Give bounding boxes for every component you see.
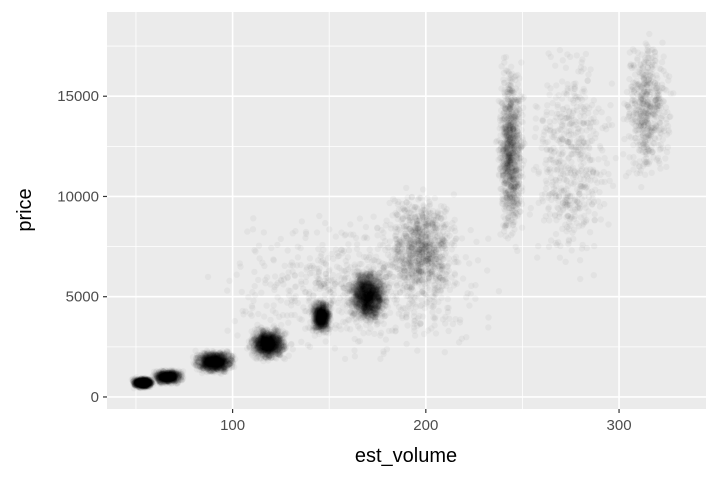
data-point bbox=[275, 342, 281, 348]
data-point bbox=[195, 354, 201, 360]
data-point bbox=[134, 380, 140, 386]
data-point bbox=[264, 326, 270, 332]
data-point bbox=[229, 363, 235, 369]
data-point bbox=[213, 360, 219, 366]
data-point bbox=[175, 373, 181, 379]
data-point bbox=[275, 351, 281, 357]
data-point bbox=[207, 352, 213, 358]
data-point bbox=[206, 361, 212, 367]
data-point bbox=[221, 350, 227, 356]
data-point bbox=[261, 336, 267, 342]
data-point bbox=[269, 344, 275, 350]
data-point bbox=[156, 374, 162, 380]
minor-grid bbox=[107, 12, 706, 409]
major-grid bbox=[107, 12, 706, 409]
plot-panel bbox=[107, 12, 706, 409]
data-point bbox=[197, 362, 203, 368]
data-point bbox=[267, 337, 273, 343]
data-point bbox=[253, 356, 259, 362]
data-point bbox=[143, 381, 149, 387]
data-point bbox=[158, 379, 164, 385]
data-point bbox=[216, 355, 222, 361]
data-point bbox=[279, 334, 285, 340]
